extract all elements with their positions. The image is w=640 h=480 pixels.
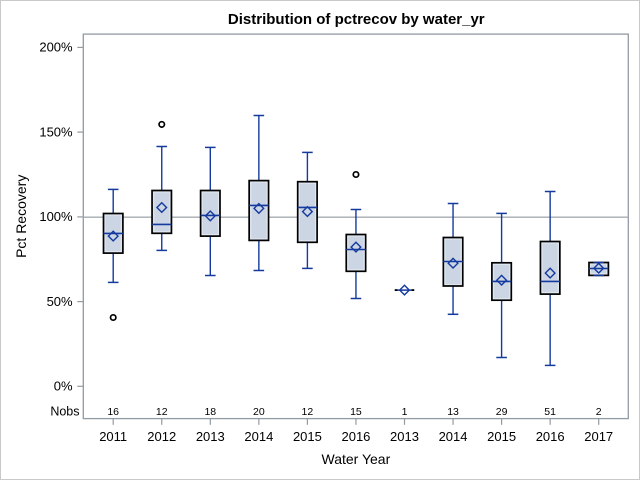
svg-text:18: 18 [204, 406, 216, 418]
svg-text:2014: 2014 [439, 429, 468, 444]
svg-text:Pct Recovery: Pct Recovery [13, 175, 29, 258]
svg-text:Nobs: Nobs [50, 404, 79, 418]
svg-text:2013: 2013 [390, 429, 419, 444]
svg-text:Distribution of pctrecov by wa: Distribution of pctrecov by water_yr [228, 11, 485, 28]
svg-text:2014: 2014 [244, 429, 273, 444]
svg-text:2017: 2017 [584, 429, 613, 444]
svg-text:Water Year: Water Year [322, 451, 391, 467]
svg-text:0%: 0% [54, 379, 73, 394]
svg-text:29: 29 [496, 406, 508, 418]
svg-text:50%: 50% [47, 294, 73, 309]
svg-text:2011: 2011 [99, 429, 127, 444]
svg-text:51: 51 [544, 406, 556, 418]
svg-text:1: 1 [402, 406, 408, 418]
svg-text:200%: 200% [39, 40, 73, 55]
svg-text:13: 13 [447, 406, 459, 418]
svg-text:12: 12 [156, 406, 168, 418]
svg-text:2016: 2016 [341, 429, 370, 444]
svg-text:2: 2 [596, 406, 602, 418]
svg-text:12: 12 [302, 406, 314, 418]
svg-text:15: 15 [350, 406, 362, 418]
svg-text:2015: 2015 [293, 429, 322, 444]
svg-text:150%: 150% [39, 124, 73, 139]
svg-text:20: 20 [253, 406, 265, 418]
svg-text:2016: 2016 [536, 429, 565, 444]
svg-text:2015: 2015 [487, 429, 516, 444]
svg-text:2012: 2012 [147, 429, 176, 444]
svg-text:100%: 100% [39, 209, 73, 224]
svg-text:16: 16 [107, 406, 119, 418]
svg-text:2013: 2013 [196, 429, 225, 444]
